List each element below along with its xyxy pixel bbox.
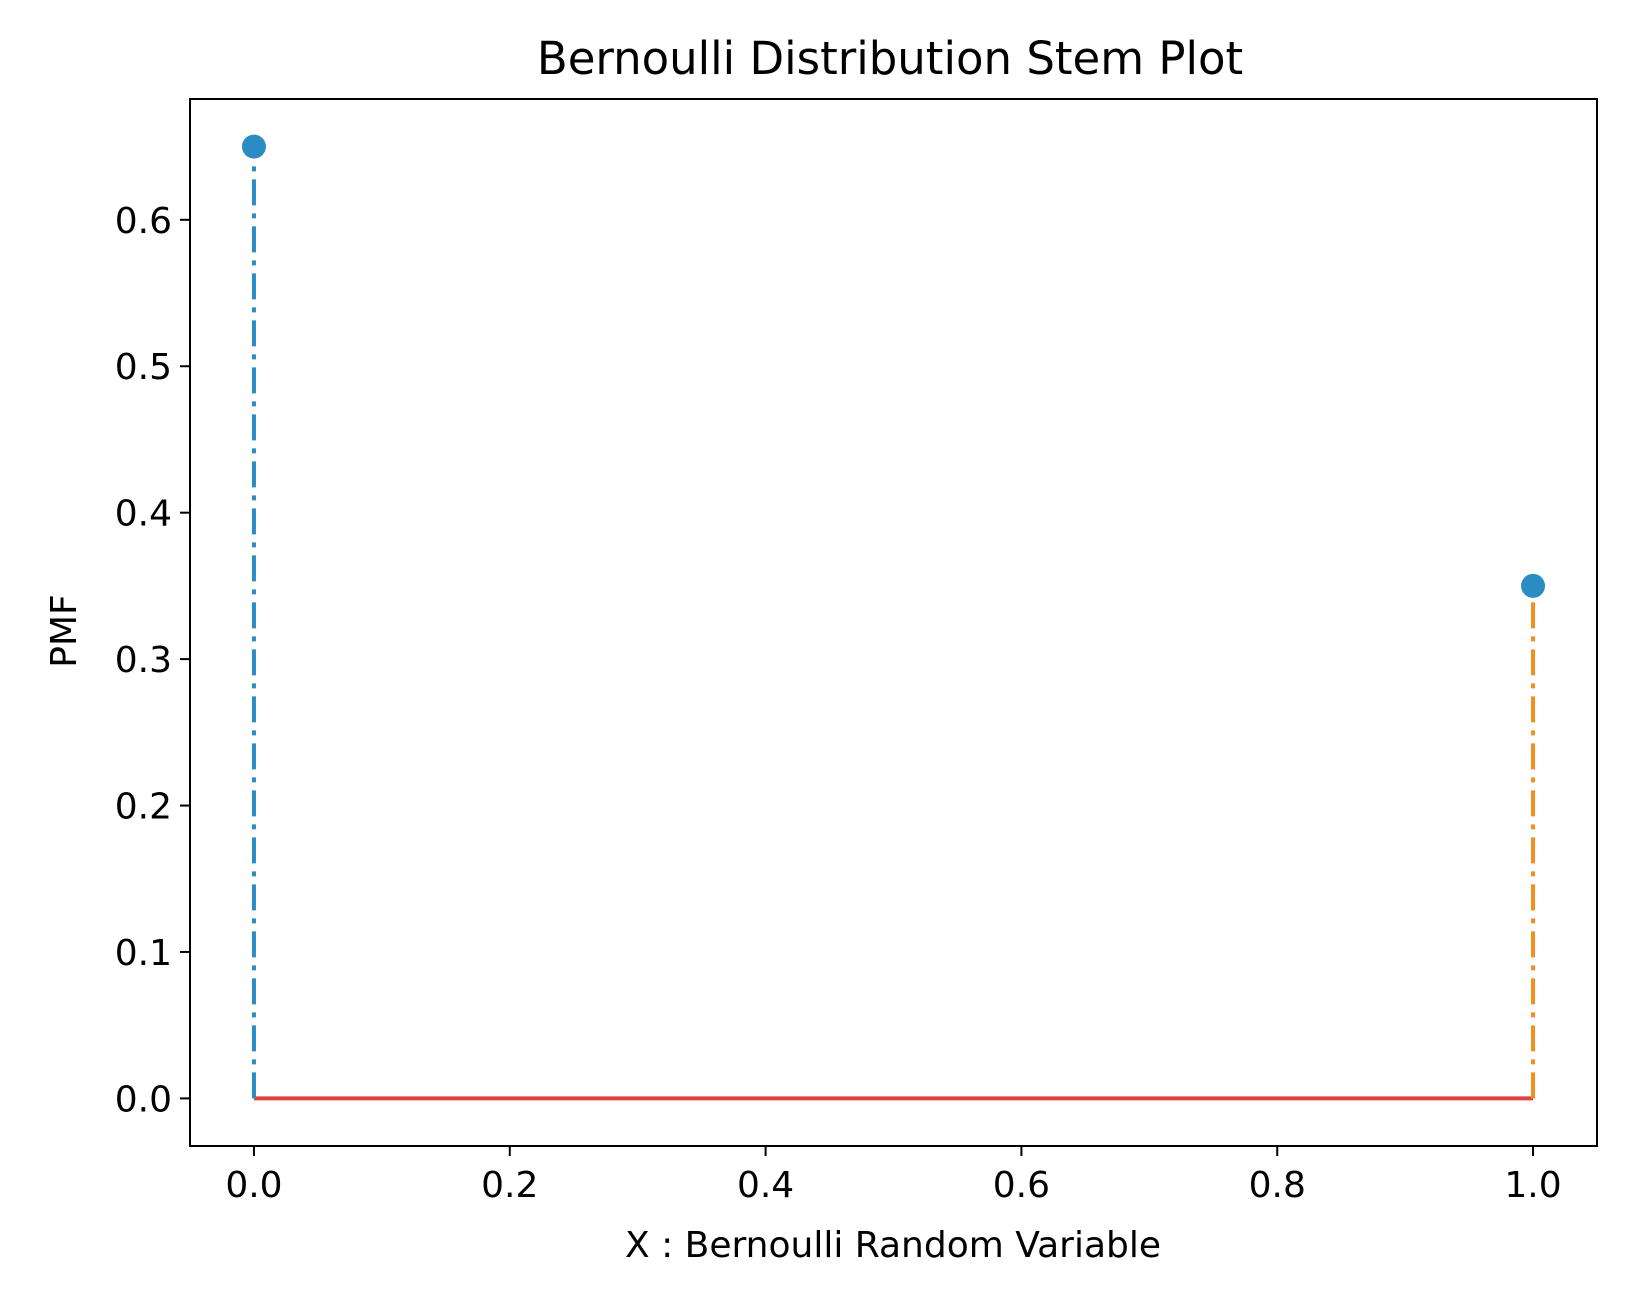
plot-area (189, 98, 1598, 1147)
y-tick-label: 0.5 (115, 347, 172, 388)
x-tick-label: 0.6 (993, 1165, 1050, 1206)
axes-background (190, 99, 1597, 1146)
x-tick-label: 0.8 (1249, 1165, 1306, 1206)
y-tick-label: 0.0 (115, 1079, 172, 1120)
x-tick-label: 1.0 (1504, 1165, 1561, 1206)
y-tick-label: 0.1 (115, 933, 172, 974)
x-axis-ticks: 0.0 0.2 0.4 0.6 0.8 1.0 (225, 1146, 1562, 1206)
x-tick-label: 0.2 (481, 1165, 538, 1206)
x-tick-label: 0.4 (737, 1165, 794, 1206)
axes-frame (189, 98, 1598, 1147)
stems-layer (251, 146, 1536, 1099)
markers-layer (241, 134, 1546, 598)
stem-marker-0 (241, 134, 266, 159)
y-tick-label: 0.3 (115, 640, 172, 681)
y-tick-label: 0.2 (115, 787, 172, 828)
y-tick-label: 0.6 (115, 201, 172, 242)
chart-title: Bernoulli Distribution Stem Plot (537, 32, 1243, 85)
y-axis-ticks: 0.0 0.1 0.2 0.3 0.4 0.5 0.6 (115, 201, 190, 1120)
stem-marker-1 (1521, 573, 1546, 598)
y-tick-label: 0.4 (115, 494, 172, 535)
y-axis-label: PMF (44, 594, 85, 667)
x-tick-label: 0.0 (225, 1165, 282, 1206)
x-axis-label: X : Bernoulli Random Variable (625, 1225, 1161, 1266)
